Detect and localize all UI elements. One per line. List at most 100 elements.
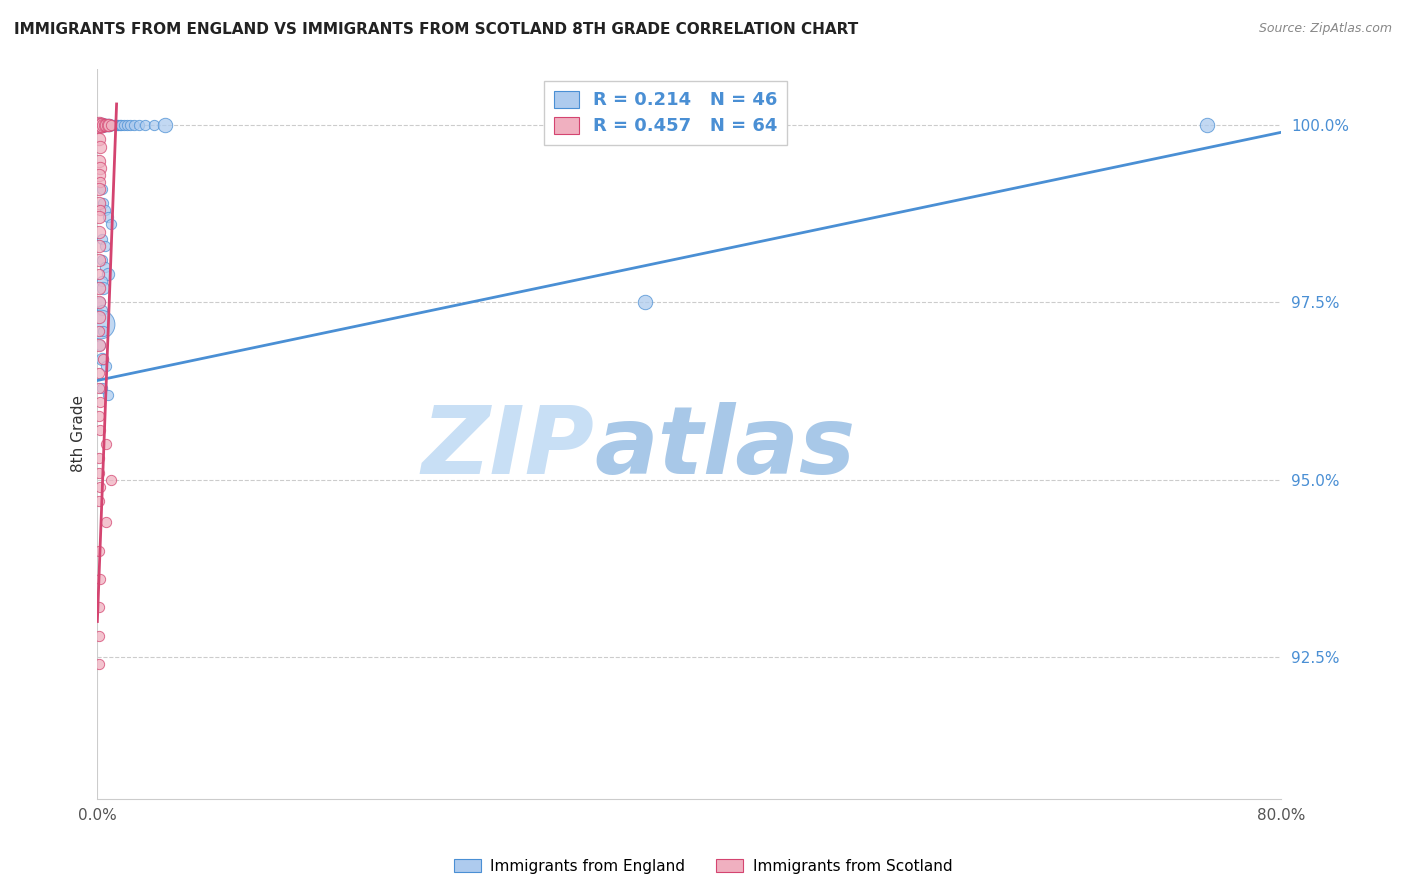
Point [128,118,150,132]
Text: IMMIGRANTS FROM ENGLAND VS IMMIGRANTS FROM SCOTLAND 8TH GRADE CORRELATION CHART: IMMIGRANTS FROM ENGLAND VS IMMIGRANTS FR… [14,22,858,37]
Point [87,629,110,643]
Point [96,437,118,451]
Point [94,118,117,132]
Point [89,572,111,586]
Point [87,153,110,168]
Point [87,225,110,239]
Point [87,338,110,352]
Point [91,352,114,367]
Point [87,543,110,558]
Point [105,118,128,132]
Text: ZIP: ZIP [422,402,595,494]
Point [100,473,122,487]
Point [97,211,120,225]
Point [142,118,165,132]
Point [87,310,110,324]
Point [87,239,110,253]
Point [155,118,177,132]
Point [110,118,132,132]
Point [87,252,110,267]
Point [87,657,110,671]
Point [94,203,117,218]
Point [87,324,110,338]
Point [94,260,117,274]
Point [87,118,110,132]
Y-axis label: 8th Grade: 8th Grade [72,395,86,472]
Point [87,267,110,281]
Point [103,118,125,132]
Point [87,600,110,615]
Point [124,118,146,132]
Legend: R = 0.214   N = 46, R = 0.457   N = 64: R = 0.214 N = 46, R = 0.457 N = 64 [544,80,787,145]
Point [87,196,110,211]
Point [96,515,118,529]
Point [87,132,110,146]
Point [90,274,112,288]
Point [100,118,122,132]
Point [97,387,120,401]
Point [118,118,141,132]
Point [87,380,110,394]
Point [1197,118,1219,132]
Legend: Immigrants from England, Immigrants from Scotland: Immigrants from England, Immigrants from… [447,853,959,880]
Point [134,118,156,132]
Point [107,118,129,132]
Point [101,118,124,132]
Point [89,118,111,132]
Point [90,380,112,394]
Point [115,118,138,132]
Point [89,480,111,494]
Point [112,118,135,132]
Point [98,118,121,132]
Point [96,118,118,132]
Point [90,182,112,196]
Point [90,118,112,132]
Point [87,466,110,480]
Point [104,118,127,132]
Point [91,118,114,132]
Point [87,281,110,295]
Point [89,139,111,153]
Point [89,423,111,437]
Point [97,267,120,281]
Text: atlas: atlas [595,402,856,494]
Point [91,118,114,132]
Point [87,451,110,466]
Point [89,161,111,175]
Point [89,394,111,409]
Point [91,324,114,338]
Point [94,239,117,253]
Point [91,281,114,295]
Point [87,168,110,182]
Point [96,359,118,374]
Point [89,338,111,352]
Point [90,352,112,367]
Point [97,118,120,132]
Point [90,252,112,267]
Point [96,118,118,132]
Point [89,317,111,331]
Point [108,118,131,132]
Point [90,118,112,132]
Point [89,175,111,189]
Point [89,203,111,218]
Point [87,494,110,508]
Point [90,302,112,317]
Point [87,367,110,381]
Point [98,118,121,132]
Point [100,218,122,232]
Point [87,118,110,132]
Point [97,118,120,132]
Point [87,409,110,423]
Point [94,118,117,132]
Point [100,118,122,132]
Point [87,295,110,310]
Point [87,182,110,196]
Point [90,232,112,246]
Point [89,295,111,310]
Point [87,211,110,225]
Point [634,295,657,310]
Point [91,196,114,211]
Point [89,118,111,132]
Text: Source: ZipAtlas.com: Source: ZipAtlas.com [1258,22,1392,36]
